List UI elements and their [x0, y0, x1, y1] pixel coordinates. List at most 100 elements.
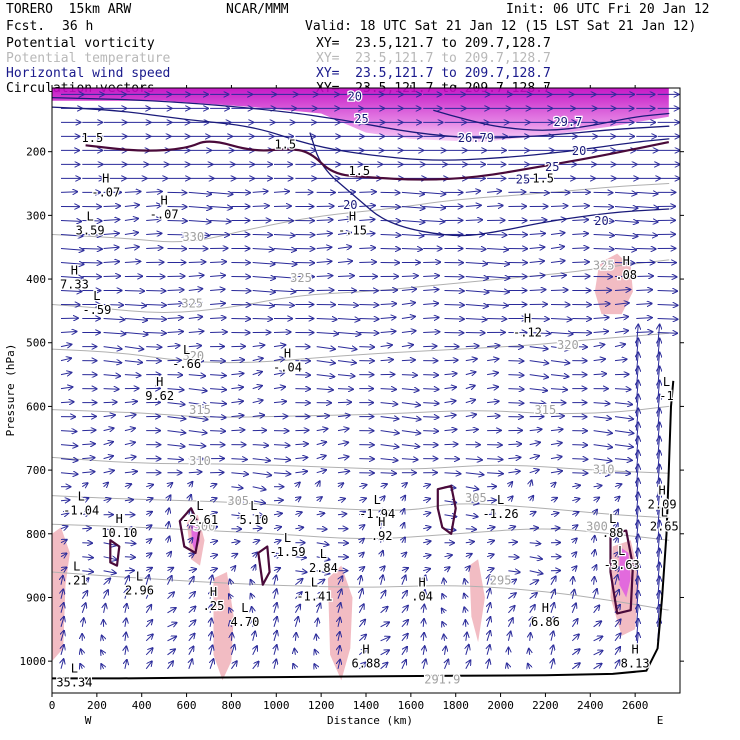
extremum-marker: H: [658, 483, 665, 497]
circulation-vector: [380, 360, 393, 361]
circulation-vector: [594, 577, 595, 585]
circulation-vector: [188, 403, 208, 406]
circulation-vector: [125, 660, 127, 669]
circulation-vector: [444, 473, 461, 474]
circulation-vector: [465, 291, 489, 293]
circulation-vector: [380, 221, 401, 222]
circulation-vector: [104, 483, 109, 487]
circulation-vector: [209, 484, 216, 487]
circulation-vector: [295, 617, 298, 627]
circulation-vector: [210, 659, 213, 669]
circulation-vector: [380, 622, 390, 627]
wind-label: 20: [348, 90, 362, 104]
wind-label: 25: [354, 112, 368, 126]
circulation-vector: [210, 207, 232, 209]
circulation-vector: [252, 528, 262, 529]
pv-closed-contour: [609, 529, 635, 615]
circulation-vector: [253, 565, 256, 571]
model-name: TORERO 15km ARW: [6, 2, 132, 17]
circulation-vector: [572, 603, 576, 613]
x-tick-label: 1600: [398, 699, 425, 712]
circulation-vector: [295, 471, 307, 472]
circulation-vector: [528, 664, 530, 669]
circulation-vector: [465, 277, 488, 279]
circulation-vector: [380, 484, 387, 487]
circulation-vector: [273, 401, 286, 402]
circulation-vector: [465, 400, 475, 403]
circulation-vector: [273, 206, 291, 207]
circulation-vector: [615, 497, 620, 501]
circulation-vector: [253, 553, 257, 557]
circulation-vector: [530, 480, 532, 487]
circulation-vector: [103, 233, 119, 234]
circulation-vector: [380, 459, 398, 461]
circulation-vector: [337, 261, 352, 263]
circulation-vector: [273, 345, 285, 347]
circulation-vector: [614, 235, 637, 237]
circulation-vector: [210, 303, 225, 304]
circulation-vector: [508, 632, 510, 641]
circulation-vector: [593, 317, 609, 318]
circulation-vector: [508, 593, 515, 600]
circulation-vector: [572, 663, 580, 670]
circulation-vector: [614, 459, 632, 461]
circulation-vector: [146, 205, 161, 206]
circulation-vector: [593, 431, 612, 434]
circulation-vector: [295, 457, 307, 458]
circulation-vector: [338, 589, 342, 599]
extremum-marker: L: [311, 576, 318, 590]
circulation-vector: [487, 206, 503, 207]
circulation-vector: [82, 528, 91, 529]
circulation-vector: [316, 580, 325, 586]
theta-label: 310: [593, 462, 615, 476]
extremum-value: -1: [659, 389, 673, 403]
circulation-vector: [550, 347, 569, 350]
field-name-pv: Potential vorticity: [6, 36, 155, 51]
circulation-vector: [188, 431, 207, 433]
circulation-vector: [82, 235, 102, 236]
theta-label: 295: [490, 574, 512, 588]
circulation-vector: [60, 263, 84, 265]
circulation-vector: [146, 333, 166, 334]
circulation-vector: [210, 575, 212, 585]
circulation-vector: [550, 206, 567, 207]
extremum-value: -1.04: [63, 504, 99, 518]
circulation-vector: [551, 483, 556, 487]
circulation-vector: [572, 499, 579, 501]
circulation-vector: [550, 443, 562, 445]
circulation-vector: [60, 526, 67, 528]
extremum-value: 35.34: [56, 676, 92, 690]
circulation-vector: [167, 637, 177, 641]
circulation-vector: [465, 529, 476, 530]
circulation-vector: [337, 499, 345, 501]
circulation-vector: [210, 645, 212, 655]
circulation-vector: [593, 486, 602, 487]
circulation-vector: [103, 262, 120, 263]
circulation-vector: [593, 207, 614, 208]
circulation-vector: [273, 291, 295, 292]
circulation-vector: [145, 512, 152, 515]
circulation-vector: [61, 603, 64, 613]
circulation-vector: [61, 568, 67, 571]
circulation-vector: [82, 603, 85, 613]
circulation-vector: [423, 235, 443, 236]
circulation-vector: [188, 445, 206, 447]
circulation-vector: [295, 512, 301, 515]
circulation-vector: [508, 444, 521, 445]
circulation-vector: [146, 319, 166, 320]
circulation-vector: [401, 606, 408, 614]
circulation-vector: [124, 375, 141, 376]
circulation-vector: [295, 571, 306, 573]
circulation-vector: [295, 497, 300, 501]
circulation-vector: [61, 631, 64, 641]
circulation-vector: [487, 631, 490, 641]
theta-label: 300: [586, 520, 608, 534]
circulation-vector: [401, 221, 425, 223]
field-xy-wind: XY= 23.5,121.7 to 209.7,128.7: [316, 66, 551, 81]
circulation-vector: [103, 389, 119, 390]
circulation-vector: [167, 592, 175, 600]
circulation-vector: [103, 347, 122, 349]
circulation-vector: [465, 414, 476, 416]
circulation-vector: [614, 249, 636, 250]
circulation-vector: [445, 660, 449, 669]
